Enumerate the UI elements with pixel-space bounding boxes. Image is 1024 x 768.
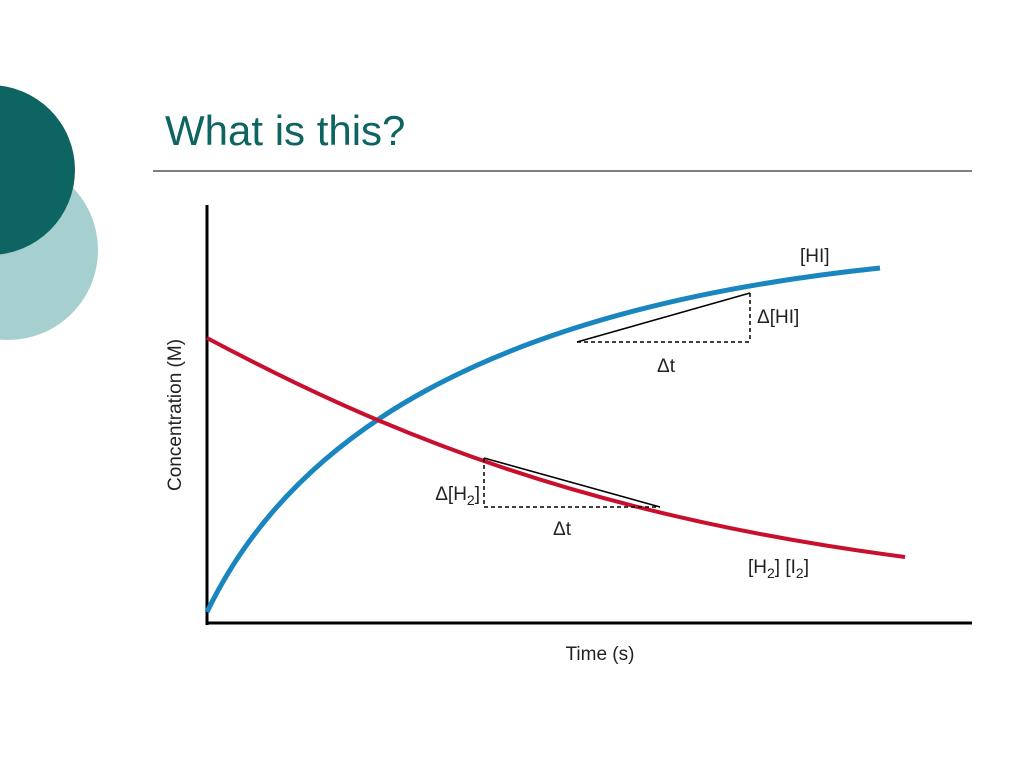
label-subscript: 2: [467, 492, 475, 508]
h2-curve: [206, 336, 906, 559]
h2-tangent: [483, 457, 661, 508]
delta-t-label: Δt: [657, 356, 676, 377]
label-subscript: 2: [796, 565, 804, 581]
delta-h2-label: Δ[H2]: [435, 484, 480, 508]
label-part: Δ[H: [435, 484, 467, 505]
label-part: [H: [748, 557, 767, 578]
slide-title: What is this?: [165, 107, 405, 154]
label-part: ]: [804, 557, 809, 578]
label-subscript: 2: [767, 565, 775, 581]
y-axis-label: Concentration (M): [165, 339, 186, 491]
diagram: [HI] Δ[HI] Δt Δ[H2] Δt [H2] [I2] Concent…: [165, 205, 972, 665]
delta-t-label: Δt: [553, 519, 572, 540]
hi-tangent: [576, 292, 751, 343]
x-axis-label: Time (s): [566, 644, 635, 665]
delta-hi-label: Δ[HI]: [757, 307, 799, 328]
hi-curve: [204, 265, 881, 614]
hi-label: [HI]: [800, 246, 830, 267]
h2-i2-label: [H2] [I2]: [748, 557, 809, 581]
label-part: ]: [475, 484, 480, 505]
decor-circle-dark: [0, 85, 75, 255]
label-part: ] [I: [775, 557, 796, 578]
